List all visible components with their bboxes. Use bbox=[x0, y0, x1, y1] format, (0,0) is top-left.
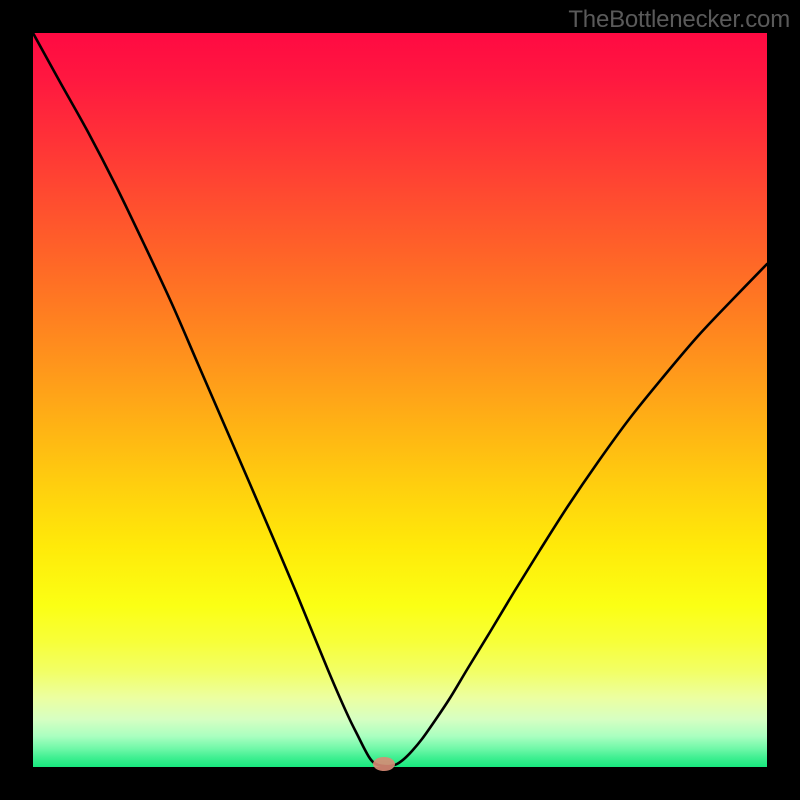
plot-background bbox=[33, 33, 767, 767]
optimal-marker bbox=[373, 757, 395, 771]
watermark-text: TheBottlenecker.com bbox=[568, 6, 790, 34]
chart-frame: TheBottlenecker.com bbox=[0, 0, 800, 800]
bottleneck-chart bbox=[0, 0, 800, 800]
